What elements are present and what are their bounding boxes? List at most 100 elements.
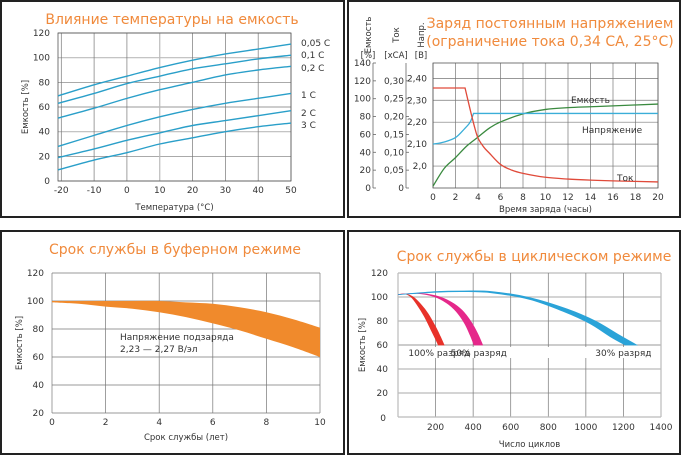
x-tick-label: 2	[453, 193, 459, 203]
series-line-3C	[57, 122, 292, 171]
y-tick-label-current: 0,30	[384, 77, 404, 87]
x-axis-label: Время заряда (часы)	[499, 205, 592, 215]
series-label: 50% разряд	[451, 349, 507, 359]
series-label: 100% разряд	[408, 349, 470, 359]
y-tick-label-voltage: 2,40	[407, 74, 427, 84]
y-axis-label: Емкость [%]	[21, 80, 31, 134]
x-axis-label: Срок службы (лет)	[144, 433, 228, 443]
x-tick-label: 18	[630, 193, 642, 203]
x-tick-label: 16	[607, 193, 619, 203]
y-tick-label: 60	[33, 353, 45, 363]
x-tick-label: 1000	[574, 423, 597, 433]
series-line-Емкость	[432, 103, 659, 187]
x-tick-label: 600	[502, 423, 519, 433]
x-tick-label: 8	[520, 193, 526, 203]
annotation-line1: Напряжение подзаряда	[120, 333, 234, 343]
x-tick-label: 0	[124, 186, 130, 196]
axis-name-voltage: Напр.	[417, 22, 427, 47]
series-line-Ток	[433, 87, 659, 183]
series-label-current: Ток	[616, 174, 634, 184]
y-tick-label: 100	[371, 293, 388, 303]
x-tick-label: 12	[562, 193, 573, 203]
x-tick-label: 20	[652, 193, 664, 203]
y-tick-label: 0	[380, 414, 386, 424]
chart-temperature-effect: Влияние температуры на емкость 0 20 40 60 80 1…	[21, 12, 330, 213]
x-tick-label: 10	[540, 193, 552, 203]
series-label-voltage: Напряжение	[582, 126, 643, 136]
axis-name-capacity: Емкость	[364, 17, 374, 54]
x-tick-label: 400	[465, 423, 482, 433]
x-tick-label: 6	[498, 193, 504, 203]
y-tick-label-capacity: 0	[365, 184, 371, 194]
y-tick-label-capacity: 60	[360, 130, 372, 140]
y-tick-label-current: 0,05	[384, 166, 404, 176]
y-tick-label: 120	[371, 269, 388, 279]
x-tick-label: 0	[430, 193, 436, 203]
x-tick-label: 20	[187, 186, 199, 196]
y-tick-label: 80	[39, 78, 51, 88]
series-label: 0,2 C	[301, 64, 324, 74]
y-tick-label: 40	[39, 128, 51, 138]
y-axis-label: Емкость [%]	[15, 316, 25, 370]
series-line-1C	[57, 92, 292, 148]
y-tick-label: 0	[44, 177, 50, 187]
x-tick-label: 800	[540, 423, 557, 433]
x-tick-label: 0	[49, 418, 55, 428]
y-axis-label: Емкость [%]	[358, 318, 368, 372]
y-tick-label-voltage: 2,0	[413, 162, 428, 172]
x-tick-label: 200	[427, 423, 444, 433]
y-tick-label: 20	[39, 152, 51, 162]
annotation-line2: 2,23 — 2,27 В/эл	[120, 345, 198, 355]
y-tick-label-current: 0,10	[384, 148, 404, 158]
series-label: 2 C	[301, 109, 316, 119]
chart-title: Влияние температуры на емкость	[45, 12, 298, 28]
y-tick-label-capacity: 20	[360, 166, 372, 176]
y-tick-label-capacity: 100	[354, 95, 371, 105]
panel-temperature-effect: Влияние температуры на емкость 0 20 40 60 80 1…	[0, 0, 345, 218]
y-tick-label: 80	[377, 317, 389, 327]
y-tick-label: 40	[377, 365, 389, 375]
y-tick-label: 60	[39, 103, 51, 113]
x-tick-label: 2	[103, 418, 109, 428]
x-tick-label: 6	[210, 418, 216, 428]
series-label: 3 C	[301, 121, 316, 131]
axis-unit-capacity: [%]	[361, 51, 376, 61]
x-tick-label: 1200	[612, 423, 635, 433]
y-tick-label-current: 0,20	[384, 113, 404, 123]
y-tick-label-capacity: 140	[354, 59, 371, 69]
y-tick-label-current: 0	[398, 184, 404, 194]
y-tick-label-voltage: 2,30	[407, 96, 427, 106]
y-tick-label: 40	[33, 381, 45, 391]
chart-float-life: Срок службы в буферном режиме20406080100…	[15, 242, 326, 443]
panel-float-life: Срок службы в буферном режиме 20 40 60 80 100…	[0, 230, 345, 455]
series-line-2C	[57, 110, 292, 159]
y-tick-label-current: 0,25	[384, 95, 404, 105]
label-strip	[399, 347, 660, 358]
series-label: 30% разряд	[595, 349, 651, 359]
y-tick-label: 100	[33, 54, 50, 64]
x-axis-label: Число циклов	[499, 440, 560, 450]
x-tick-label: 10	[314, 418, 326, 428]
series-label: 0,1 C	[301, 51, 324, 61]
cycle-band-100разряд	[397, 293, 445, 346]
plot-frame	[57, 32, 292, 182]
x-tick-label: 14	[585, 193, 597, 203]
series-label: 0,05 C	[301, 39, 330, 49]
axis-unit-current: [xCA]	[384, 51, 407, 61]
x-tick-label: 50	[285, 186, 297, 196]
series-label-capacity: Емкость	[571, 96, 610, 106]
x-tick-label: 4	[475, 193, 481, 203]
y-tick-label-voltage: 2,10	[407, 140, 427, 150]
chart-cycle-life: Срок службы в циклическом режиме 20 40 60 80…	[358, 249, 673, 450]
y-tick-label: 20	[377, 389, 389, 399]
cycle-band-50разряд	[397, 292, 484, 346]
y-tick-label: 60	[377, 341, 389, 351]
y-tick-label-current: 0,15	[384, 130, 404, 140]
y-tick-label: 120	[27, 269, 44, 279]
panel-constant-voltage-charge: Заряд постоянным напряжением (ограничение…	[347, 0, 681, 218]
series-line-005C	[57, 43, 292, 97]
plot-frame	[432, 62, 659, 189]
x-tick-label: 10	[154, 186, 166, 196]
y-tick-label-voltage: 2,20	[407, 118, 427, 128]
x-axis-label: Температура (°C)	[134, 203, 213, 213]
